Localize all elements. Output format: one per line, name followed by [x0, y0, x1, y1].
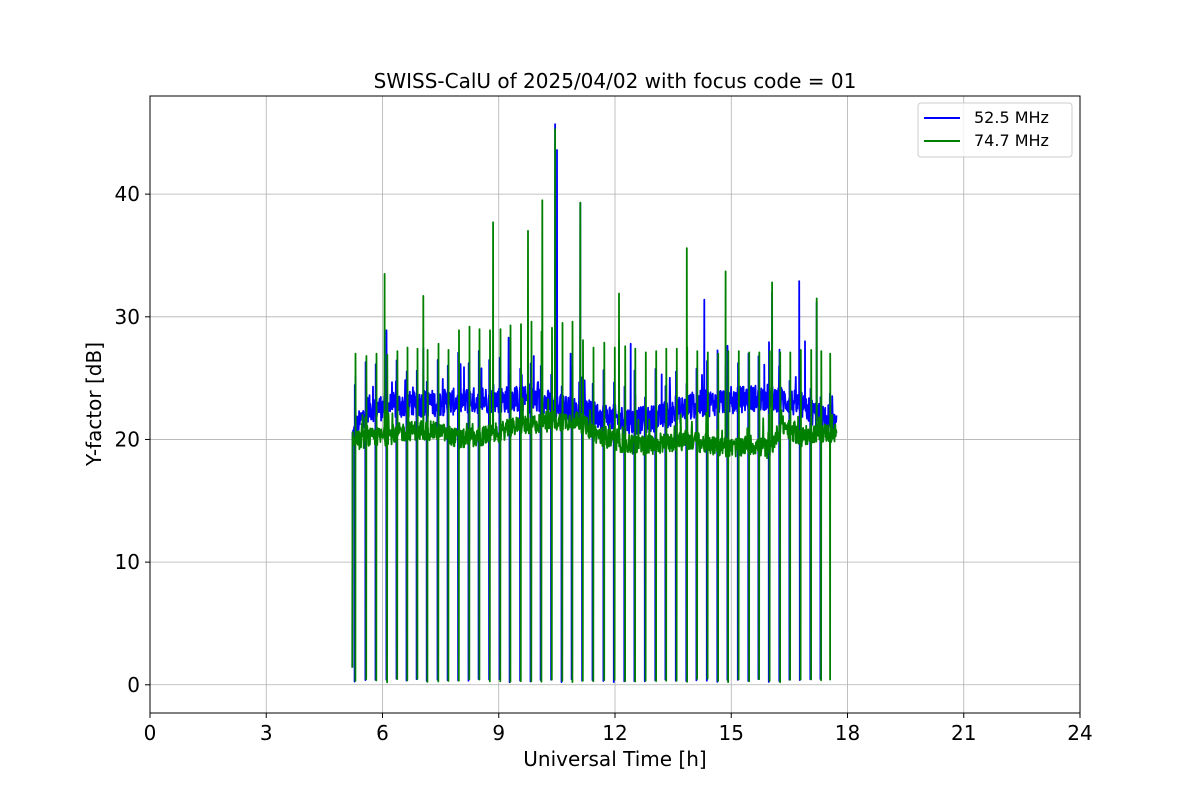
legend-label-52-5: 52.5 MHz	[974, 108, 1049, 127]
y-tick-label: 0	[127, 673, 140, 697]
x-tick-label: 21	[951, 721, 976, 745]
series-layer	[351, 123, 838, 684]
x-tick-label: 9	[492, 721, 505, 745]
chart-title: SWISS-CalU of 2025/04/02 with focus code…	[374, 69, 857, 93]
x-axis: 0 3 6 9 12 15 18 21 24	[144, 713, 1093, 745]
y-tick-label: 20	[115, 427, 140, 451]
legend-label-74-7: 74.7 MHz	[974, 131, 1049, 150]
x-tick-label: 18	[835, 721, 860, 745]
y-tick-label: 30	[115, 305, 140, 329]
x-tick-label: 3	[260, 721, 273, 745]
x-tick-label: 24	[1067, 721, 1092, 745]
x-axis-label: Universal Time [h]	[523, 747, 706, 771]
x-tick-label: 12	[602, 721, 627, 745]
y-axis: 0 10 20 30 40	[115, 182, 150, 697]
y-axis-label: Y-factor [dB]	[82, 342, 106, 467]
y-tick-label: 10	[115, 550, 140, 574]
series-line-74-7-mhz	[351, 128, 838, 684]
x-tick-label: 15	[719, 721, 744, 745]
legend-box	[917, 102, 1073, 158]
x-tick-label: 6	[376, 721, 389, 745]
x-tick-label: 0	[144, 721, 157, 745]
y-tick-label: 40	[115, 182, 140, 206]
legend: 52.5 MHz 74.7 MHz	[917, 102, 1073, 158]
